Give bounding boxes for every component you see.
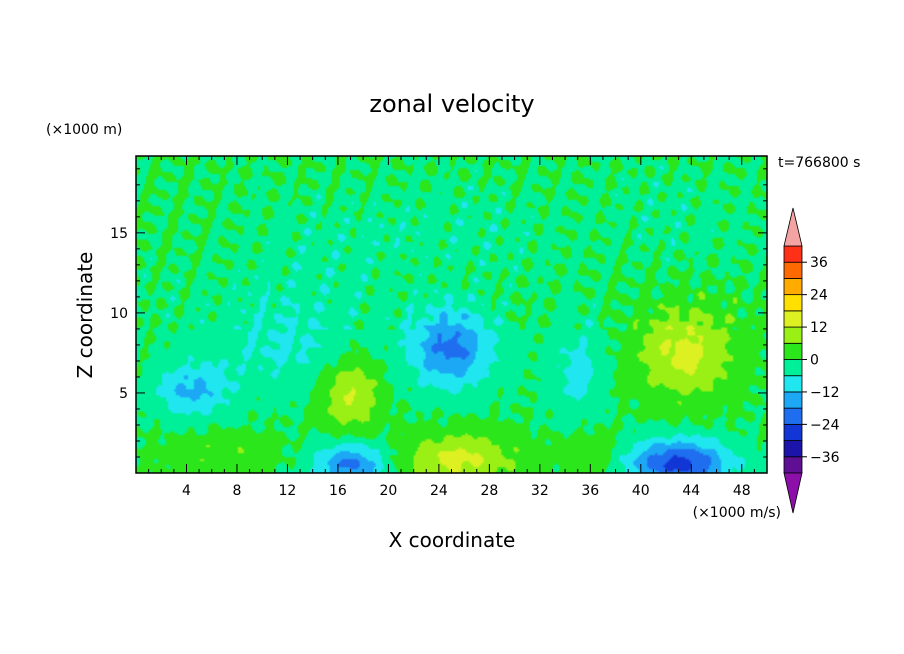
y-axis-label: Z coordinate (73, 252, 97, 379)
x-tick-label: 36 (581, 483, 599, 499)
x-axis-label: X coordinate (389, 528, 516, 552)
colorbar-band (783, 391, 803, 409)
colorbar-band (783, 440, 803, 458)
x-tick-label: 28 (480, 483, 498, 499)
colorbar-tick-label: −36 (810, 450, 840, 466)
colorbar-band (783, 407, 803, 425)
x-tick-label: 16 (329, 483, 347, 499)
y-unit-label: (×1000 m) (46, 122, 122, 138)
colorbar-band (783, 261, 803, 279)
x-tick-label: 40 (632, 483, 650, 499)
x-axis: 4 8 12 16 20 24 28 32 36 40 44 48 (135, 156, 768, 499)
time-label: t=766800 s (778, 155, 860, 171)
colorbar-band (783, 326, 803, 344)
colorbar-under-triangle (783, 472, 803, 514)
velocity-field (136, 156, 767, 473)
colorbar-band (783, 456, 803, 474)
x-tick-label: 44 (682, 483, 700, 499)
colorbar-band (783, 342, 803, 360)
colorbar-band (783, 278, 803, 296)
colorbar-tick-label: −24 (810, 417, 840, 433)
colorbar-tick-label: 36 (810, 255, 828, 271)
colorbar-band (783, 359, 803, 377)
y-tick-label: 15 (110, 226, 128, 242)
x-tick-label: 12 (279, 483, 297, 499)
x-tick-label: 8 (232, 483, 241, 499)
colorbar-tick-label: 24 (810, 288, 828, 304)
x-tick-label: 4 (182, 483, 191, 499)
y-axis: 5 10 15 (110, 168, 767, 458)
colorbar-band (783, 423, 803, 441)
chart-title: zonal velocity (369, 90, 534, 118)
x-tick-label: 32 (531, 483, 549, 499)
colorbar-tick-label: 12 (810, 320, 828, 336)
y-tick-label: 10 (110, 306, 128, 322)
y-tick-label: 5 (119, 386, 128, 402)
colorbar: 36 24 12 0 −12 −24 −36 (783, 207, 840, 514)
colorbar-band (783, 375, 803, 393)
x-tick-label: 48 (733, 483, 751, 499)
colorbar-tick-label: −12 (810, 385, 840, 401)
colorbar-band (783, 294, 803, 312)
x-unit-label: (×1000 m/s) (693, 505, 781, 521)
plot-area (135, 155, 768, 474)
colorbar-band (783, 245, 803, 263)
x-tick-label: 24 (430, 483, 448, 499)
colorbar-over-triangle (783, 207, 803, 247)
x-tick-label: 20 (379, 483, 397, 499)
colorbar-band (783, 310, 803, 328)
colorbar-tick-label: 0 (810, 353, 819, 369)
